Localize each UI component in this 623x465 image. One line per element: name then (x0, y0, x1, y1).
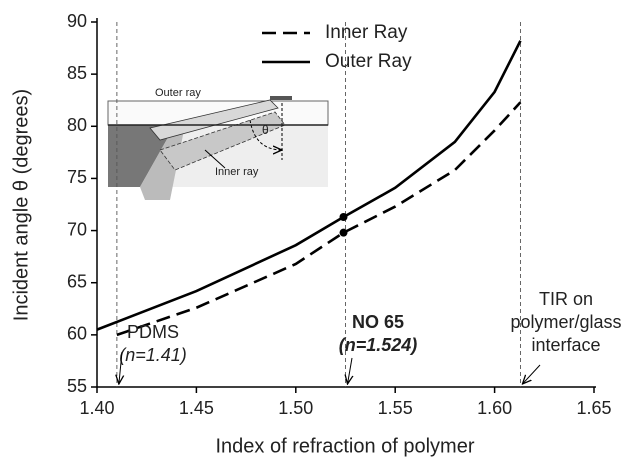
dot (339, 213, 348, 222)
annotation: interface (531, 335, 600, 355)
series-line (116, 101, 522, 337)
inset-outer-beam (149, 99, 279, 141)
y-tick-label: 80 (67, 115, 87, 135)
annotation: polymer/glass (510, 312, 621, 332)
inset-prism (108, 125, 175, 187)
y-tick-label: 60 (67, 324, 87, 344)
y-tick-label: 70 (67, 219, 87, 239)
dot (339, 228, 348, 237)
inset-diagram: Outer ray Inner ray θ (107, 87, 329, 200)
annotation: PDMS (127, 322, 179, 342)
series-line (96, 40, 522, 331)
legend-label: Outer Ray (325, 51, 412, 72)
annotation-arrow (522, 364, 541, 384)
y-tick-label: 85 (67, 63, 87, 83)
x-tick-label: 1.45 (179, 398, 214, 418)
y-tick-label: 55 (67, 376, 87, 396)
y-tick-label: 90 (67, 11, 87, 31)
annotation: TIR on (539, 289, 593, 309)
legend-label: Inner Ray (325, 22, 408, 43)
x-axis-label: Index of refraction of polymer (215, 435, 474, 457)
x-tick-label: 1.50 (278, 398, 313, 418)
inset-angle-label: θ (262, 123, 269, 137)
annotation: NO 65 (352, 312, 404, 332)
inset-leader (204, 149, 226, 169)
annotation-arrow (119, 351, 122, 384)
y-tick-label: 75 (67, 167, 87, 187)
inset-detector (270, 96, 292, 100)
x-tick-label: 1.60 (477, 398, 512, 418)
inset-outer-label: Outer ray (155, 87, 201, 99)
x-tick-label: 1.40 (79, 398, 114, 418)
x-tick-label: 1.55 (378, 398, 413, 418)
annotation-arrow (348, 357, 353, 384)
annotation: (n=1.41) (119, 345, 187, 365)
inset-beam (140, 125, 185, 200)
x-tick-label: 1.65 (576, 398, 611, 418)
inset-inner-label: Inner ray (215, 166, 259, 178)
inset-angle-arc (249, 119, 282, 150)
y-axis-label: Incident angle θ (degrees) (10, 89, 32, 321)
annotation: (n=1.524) (339, 335, 418, 355)
y-tick-label: 65 (67, 271, 87, 291)
